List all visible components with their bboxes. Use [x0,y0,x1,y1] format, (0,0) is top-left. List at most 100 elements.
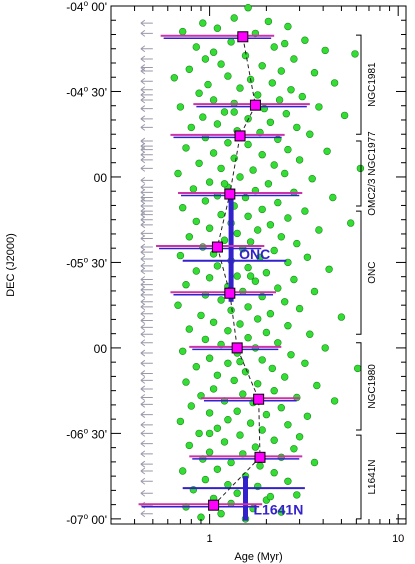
star-point [179,27,187,36]
star-point [179,467,187,475]
star-point [230,14,238,22]
upper-limit-arrow [140,440,153,448]
region-bracket [356,140,362,207]
y-tick-label: -05o 30' [66,255,107,270]
upper-limit-arrow [140,460,153,468]
cluster-label: L1641N [254,502,304,518]
star-point [266,221,275,229]
plot-frame [110,5,407,525]
star-point [205,448,214,456]
star-point [220,108,229,116]
star-point [293,239,301,248]
upper-limit-arrow [140,349,153,357]
upper-limit-arrow [140,385,153,393]
star-point [224,139,232,147]
star-points [170,3,365,523]
star-point [187,402,196,410]
upper-limit-arrow [140,115,153,123]
upper-limit-arrow [140,317,153,324]
star-point [179,347,187,355]
y-tick-label: 00 [94,171,108,185]
upper-limit-arrow [140,91,153,99]
star-point [241,368,250,376]
star-point [233,407,241,415]
upper-limit-arrow [140,29,153,37]
star-point [217,60,225,68]
star-point [244,212,252,221]
star-point [284,214,292,222]
upper-limit-arrow [140,310,153,318]
upper-limit-arrow [140,291,153,299]
star-point [268,364,276,373]
star-point [192,43,201,51]
upper-limit-arrow [140,298,153,306]
star-point [308,175,316,183]
star-point [192,217,201,226]
star-point [315,226,323,234]
star-point [284,22,292,31]
star-point [224,481,232,489]
star-point [254,226,262,234]
star-point [213,262,222,270]
star-point [236,431,244,439]
star-point [295,304,304,313]
star-point [236,320,244,328]
star-point [176,417,185,426]
median-bins [138,31,310,511]
region-label: ONC [367,262,378,284]
upper-limit-arrow [140,235,153,242]
star-point [205,224,214,232]
axes-layer: 1 10 Age (Myr) -04o 00' -04o 30' 00 -05o 30' 00… [5,0,406,563]
y-axis-label: DEC (J2000) [5,233,17,297]
star-point [182,281,190,289]
star-point [195,89,203,97]
star-point [298,92,306,101]
star-point [356,164,365,173]
star-point [270,436,278,444]
star-point [213,371,222,379]
median-marker [234,130,246,142]
star-point [281,169,289,178]
x-axis-label: Age (Myr) [234,551,282,563]
median-marker [254,451,266,463]
region-bracket [356,210,362,335]
star-point [303,253,312,261]
x-tick-label: 10 [392,533,404,545]
y-tick-label: -07o 00' [66,512,107,527]
star-point [262,328,271,337]
star-point [205,178,214,186]
star-point [249,166,257,174]
star-point [264,17,273,26]
upper-limit-arrow [140,243,153,251]
star-point [182,144,190,152]
star-point [179,204,187,212]
region-label: L1641N [367,459,378,494]
star-point [301,359,309,367]
star-point [246,272,255,280]
median-marker [224,287,236,299]
star-point [217,210,225,219]
star-point [282,109,290,118]
star-point [187,123,196,132]
upper-limit-arrow [140,281,153,289]
star-point [258,151,266,159]
star-point [330,397,339,405]
star-point [256,462,264,470]
star-point [281,373,289,381]
star-point [217,510,225,518]
cluster-label: ONC [239,246,270,262]
upper-limit-arrow [140,286,153,294]
upper-limit-arrow [140,376,153,384]
star-point [270,387,278,395]
star-point [293,491,301,499]
star-point [270,161,278,169]
star-point [351,50,359,58]
star-point [303,412,312,420]
star-point [310,458,319,467]
star-point [266,310,275,318]
star-point [185,233,194,241]
upper-limit-arrow [140,176,153,184]
upper-limit-arrow [140,359,153,367]
upper-limit-arrow [140,370,153,377]
